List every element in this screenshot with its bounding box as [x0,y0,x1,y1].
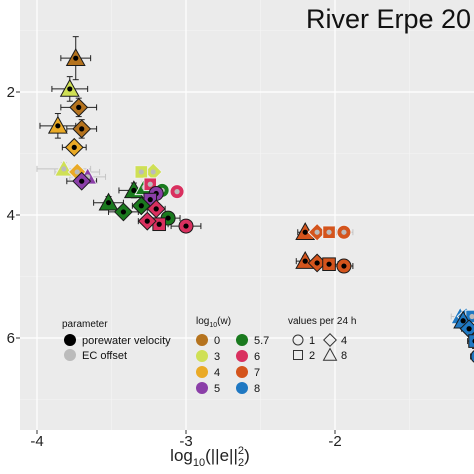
data-point-center [302,258,308,264]
legend-logw-suffix: (w) [217,316,231,327]
legend-logw-label: 5 [214,383,220,395]
chart-title: River Erpe 20 [306,4,471,34]
data-point-center [314,260,320,266]
data-point-center [138,203,144,209]
legend-shape-symbol [293,350,303,360]
legend-logw-swatch [236,350,248,362]
y-tick-label: 4 [7,207,15,224]
legend-parameter-label-1: EC offset [82,350,127,362]
data-point-center [105,200,112,206]
y-tick-label: 2 [7,84,15,101]
data-point-center [67,86,73,92]
axis-ticks: -4 -3 -2 2 4 6 [7,84,342,450]
data-point-center [73,55,79,61]
data-point-center [147,181,153,187]
data-point-center [74,169,80,175]
data-point [470,350,474,363]
legend-logw-title: log10(w) [196,316,231,329]
data-point-center [466,326,472,332]
legend-logw-label: 4 [214,367,220,379]
legend-shape-symbol [322,347,338,361]
data-point-center [302,229,308,235]
data-point-center [341,263,347,269]
data-point-center [153,206,159,212]
data-point-center [341,229,347,235]
legend-values-title: values per 24 h [288,316,356,327]
data-point-center [120,209,127,215]
data-point-center [183,223,189,229]
data-point-center [76,104,82,110]
legend-shape-symbol [292,334,304,346]
legend-logw-label: 5.7 [254,335,269,347]
grid [20,0,474,430]
data-point-center [138,169,144,175]
legend-shape-label: 8 [341,350,347,362]
legend-logw-swatch [236,366,248,378]
y-tick-label: 6 [7,330,15,347]
x-tick-label: -2 [328,433,341,450]
x-tick-label: -3 [179,433,192,450]
data-point-center [150,169,156,175]
legend-logw-label: 8 [254,383,260,395]
x-tick-label: -4 [30,433,43,450]
legend-logw-swatch [196,382,208,394]
data-points [47,48,474,363]
legend-logw-label: 0 [214,335,220,347]
data-point-center [165,215,171,221]
data-point-center [131,187,137,193]
legend-parameter-title: parameter [62,319,108,330]
legend-logw-swatch [196,334,208,346]
data-point-center [79,126,85,132]
data-point-center [156,221,162,227]
data-point-center [61,166,67,172]
legend-parameter-swatch-1 [64,349,76,361]
legend-logw-label: 7 [254,367,260,379]
legend-logw-swatch [196,366,208,378]
legend-logw-swatch [196,350,208,362]
legend-logw-swatch [236,334,248,346]
legend-shape-symbol [323,333,337,347]
x-label-sup: 2 [238,445,244,457]
legend-logw-swatch [236,382,248,394]
data-point-center [460,318,466,324]
data-point-center [326,261,332,267]
legend-shape-label: 4 [341,335,347,347]
data-point-center [469,313,474,320]
legend-logw-prefix: log [196,316,209,327]
data-point-center [144,218,150,224]
legend-parameter-label-0: porewater velocity [82,335,171,347]
legend-logw-sub: 10 [209,322,217,329]
data-point-center [71,144,77,150]
legend-logw-label: 3 [214,351,220,363]
legend-shape-label: 1 [309,335,315,347]
data-point-center [326,229,332,235]
legend-values-items: 1 2 4 8 [292,333,347,362]
data-point-center [174,189,180,195]
data-point-center [147,197,153,203]
x-label-prefix: log [170,446,193,465]
legend-parameter-swatch-0 [64,334,76,346]
data-point [468,334,474,348]
data-point-center [79,178,85,184]
x-label-sub: 2 [238,457,244,469]
x-axis-label: log10(||e||2 2) [170,445,250,469]
legend-shape-label: 2 [309,350,315,362]
legend-logw-items: 0 3 4 5 5.7 6 7 8 [196,334,269,395]
data-point-center [55,123,61,129]
x-label-suffix: ) [244,446,250,465]
x-label-prefix-sub: 10 [193,457,205,469]
legend-logw-label: 6 [254,351,260,363]
legend: parameter porewater velocity EC offset l… [62,316,356,395]
data-point-center [314,229,320,235]
x-label-body: (||e|| [205,446,238,465]
